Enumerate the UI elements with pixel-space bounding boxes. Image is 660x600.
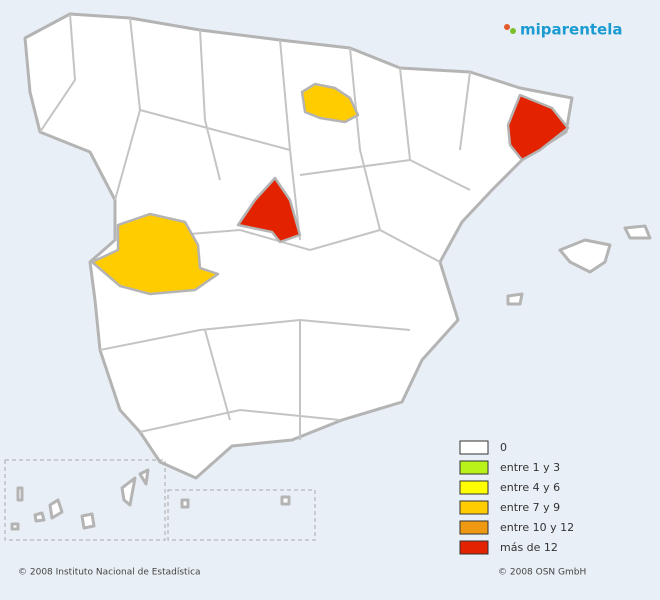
legend-swatch [459, 540, 489, 555]
legend-swatch [459, 460, 489, 475]
island [506, 292, 524, 306]
footer-right: © 2008 OSN GmbH [498, 568, 586, 578]
island [558, 238, 612, 274]
legend-label: 0 [500, 441, 507, 454]
highlighted-province [90, 212, 220, 296]
highlighted-province [236, 176, 302, 244]
legend: 0 entre 1 y 3 entre 4 y 6 entre 7 y 9 entre … [459, 440, 574, 555]
legend-swatch [459, 500, 489, 515]
legend-swatch [459, 440, 489, 455]
legend-label: entre 4 y 6 [500, 481, 560, 494]
legend-swatch [459, 480, 489, 495]
logo-icon [510, 28, 516, 34]
legend-label: entre 10 y 12 [500, 521, 574, 534]
footer-left: © 2008 Instituto Nacional de Estadística [18, 568, 201, 578]
legend-swatch [459, 520, 489, 535]
island [623, 224, 652, 240]
province-border [39, 13, 471, 440]
logo-icon [504, 24, 510, 30]
highlighted-province [506, 93, 570, 162]
inset-frame [4, 459, 166, 541]
highlighted-province [300, 82, 360, 124]
legend-label: entre 7 y 9 [500, 501, 560, 514]
inset-frame [167, 489, 316, 541]
island [10, 468, 291, 531]
legend-label: entre 1 y 3 [500, 461, 560, 474]
logo: miparentela [520, 21, 623, 39]
legend-label: más de 12 [500, 541, 558, 554]
